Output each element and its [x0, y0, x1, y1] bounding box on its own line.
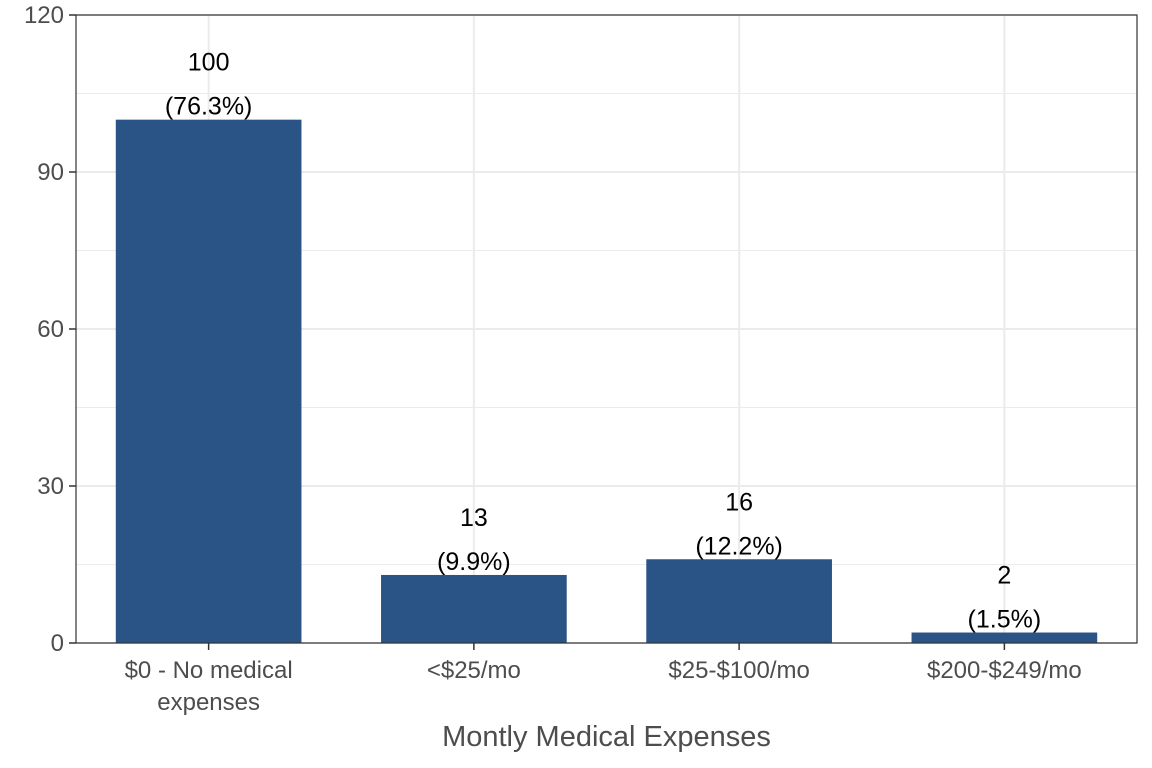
y-tick-label: 90 — [37, 159, 64, 186]
x-tick-label: $25-$100/mo — [668, 657, 809, 684]
bar — [646, 559, 832, 643]
x-tick-label: $0 - No medical — [125, 657, 293, 684]
bar-percent-label: (76.3%) — [165, 93, 253, 121]
x-axis: $0 - No medical expenses <$25/mo $25-$100/m… — [125, 643, 1082, 716]
bar-percent-label: (9.9%) — [437, 548, 511, 576]
y-tick-label: 30 — [37, 473, 64, 500]
bar-count-label: 2 — [997, 562, 1011, 590]
bars — [115, 119, 1098, 643]
bar — [115, 119, 302, 643]
x-tick-label: <$25/mo — [427, 657, 521, 684]
y-tick-label: 120 — [24, 2, 64, 29]
bar — [381, 574, 567, 643]
bar-percent-label: (12.2%) — [695, 532, 783, 560]
bar-count-label: 16 — [725, 488, 753, 516]
x-axis-title: Montly Medical Expenses — [442, 721, 771, 753]
bar-count-label: 100 — [188, 49, 230, 77]
y-tick-label: 60 — [37, 316, 64, 343]
bar — [911, 632, 1098, 643]
bar-labels: 100 (76.3%) 13 (9.9%) 16 (12.2%) 2 (1.5%) — [165, 49, 1041, 634]
y-axis: 0 30 60 90 120 — [24, 2, 76, 657]
y-tick-label: 0 — [51, 630, 64, 657]
bar-count-label: 13 — [460, 504, 488, 532]
bar-percent-label: (1.5%) — [968, 606, 1042, 634]
x-tick-label: $200-$249/mo — [927, 657, 1082, 684]
x-tick-label: expenses — [157, 689, 260, 716]
